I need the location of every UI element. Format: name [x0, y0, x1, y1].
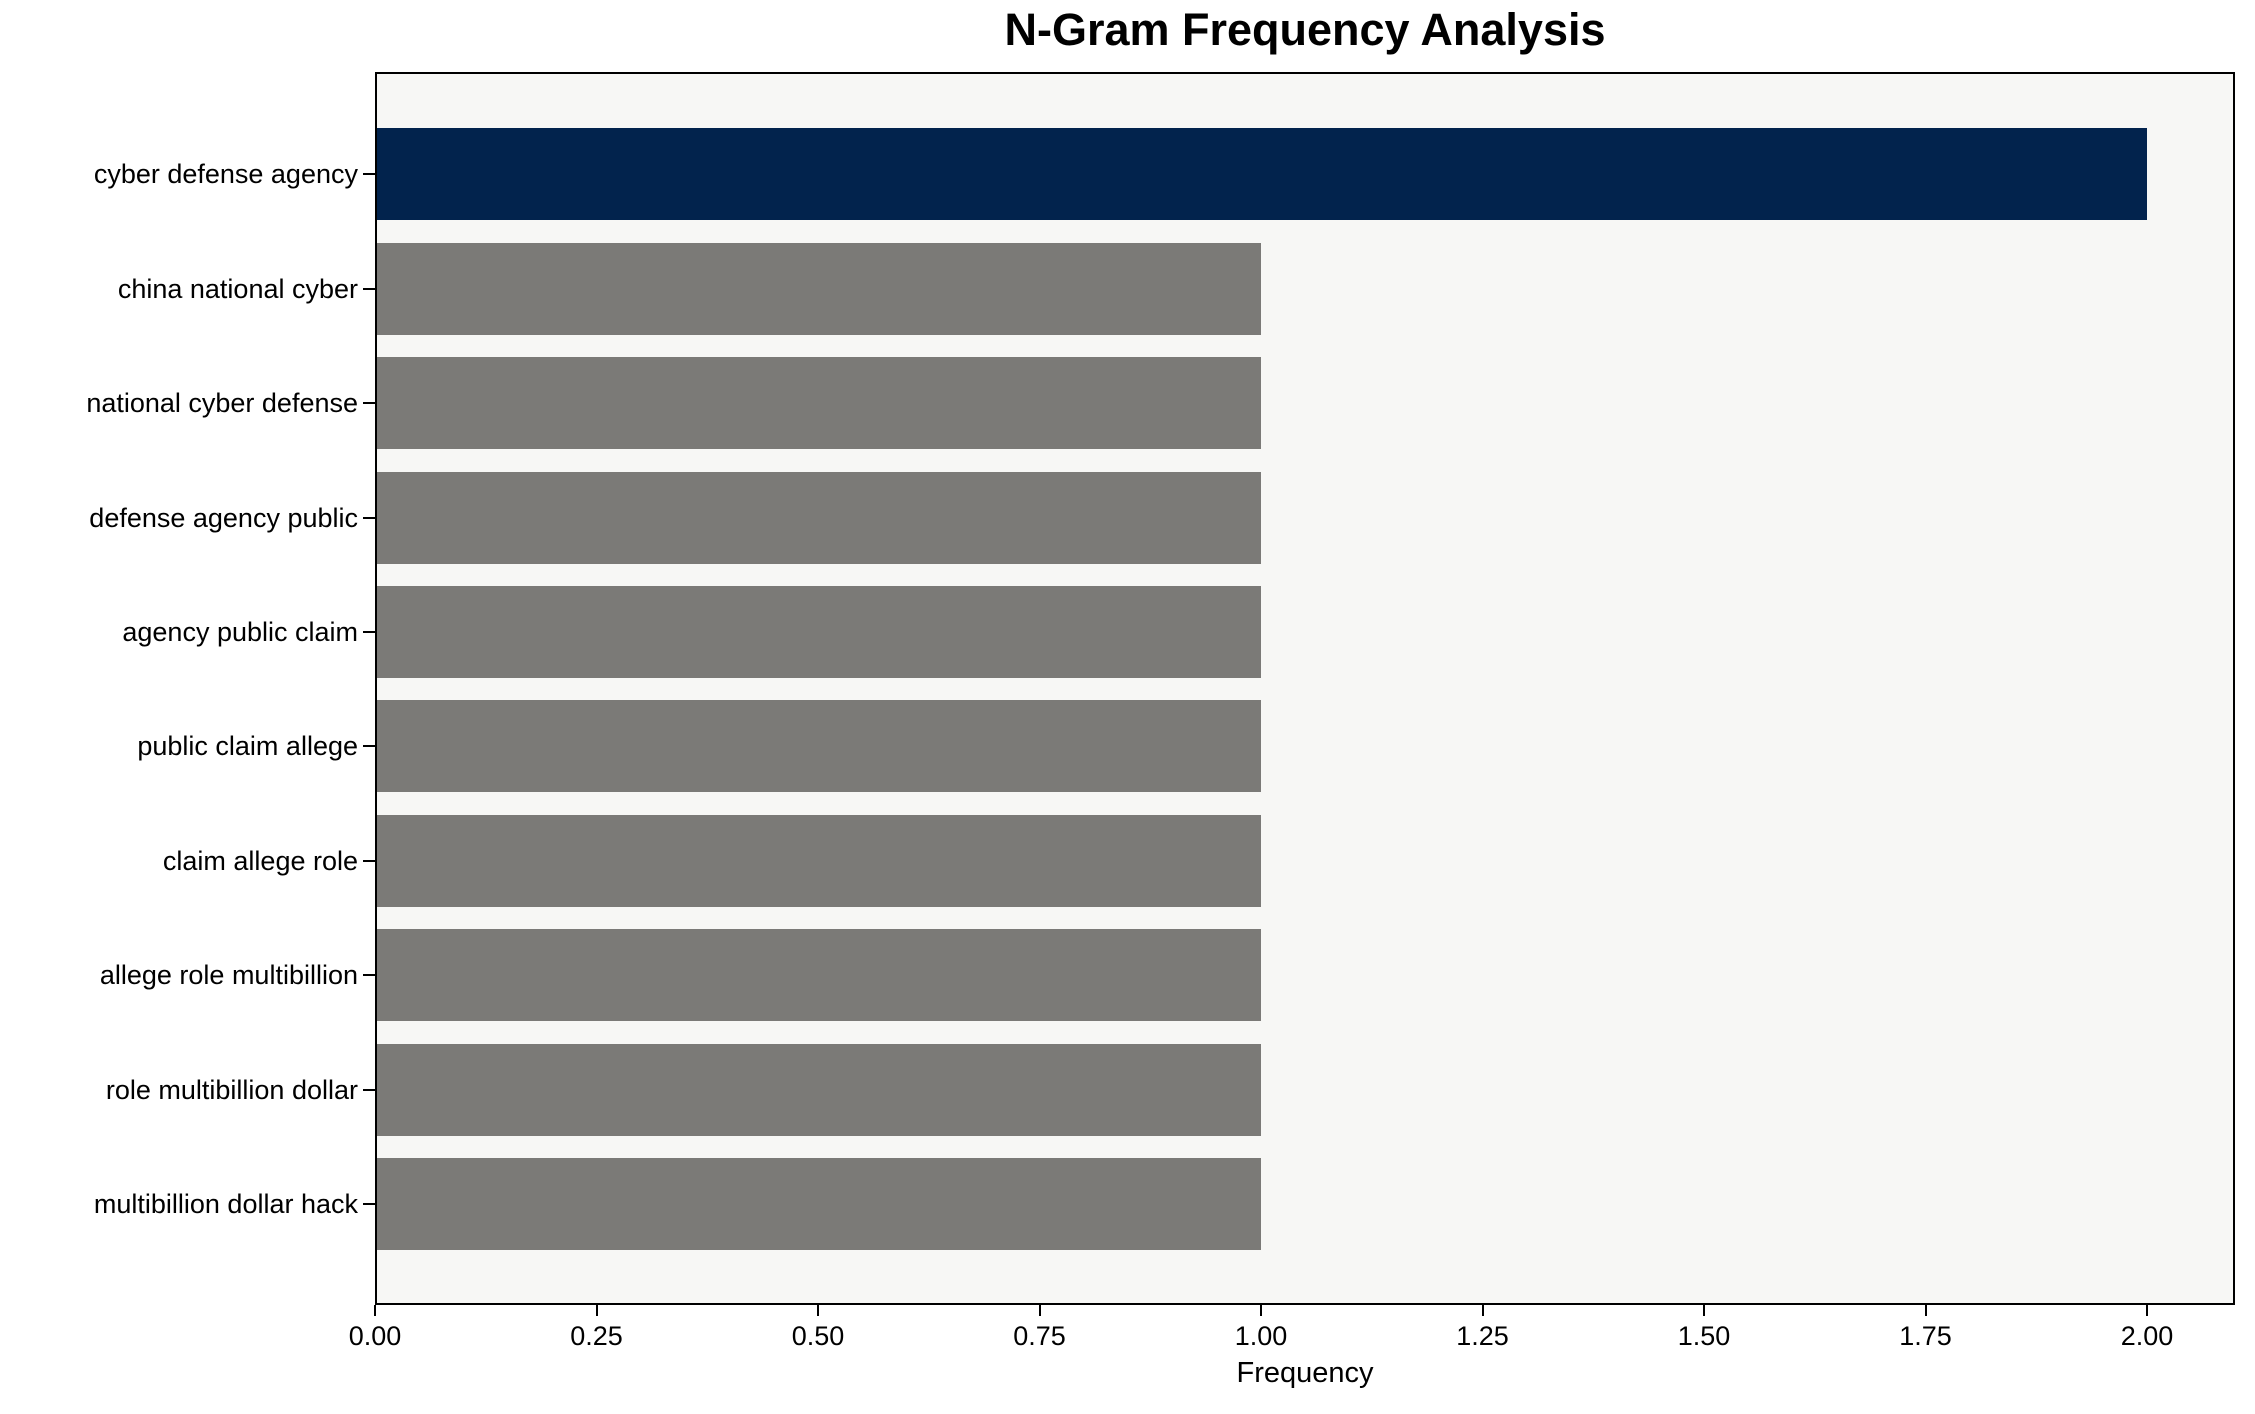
- y-tick-mark: [363, 1202, 375, 1205]
- y-tick-mark: [363, 974, 375, 977]
- bar-cyber-defense-agency: [377, 128, 2147, 221]
- x-tick-mark: [1038, 1305, 1041, 1316]
- plot-area: [375, 72, 2235, 1305]
- bar-role-multibillion-dollar: [377, 1043, 1261, 1136]
- x-tick-mark: [2146, 1305, 2148, 1316]
- bar-china-national-cyber: [377, 242, 1261, 335]
- bar-defense-agency-public: [377, 471, 1261, 564]
- y-tick-mark: [363, 630, 375, 633]
- x-tick-mark: [817, 1305, 819, 1316]
- x-tick-mark: [595, 1305, 598, 1316]
- y-tick-mark: [363, 859, 375, 862]
- y-tick-label: public claim allege: [137, 731, 358, 762]
- x-axis-label: Frequency: [1236, 1357, 1374, 1389]
- x-tick-mark: [374, 1305, 376, 1316]
- bar-agency-public-claim: [377, 585, 1261, 678]
- x-tick-mark: [1703, 1305, 1705, 1316]
- y-tick-label: national cyber defense: [86, 388, 358, 419]
- y-tick-label: china national cyber: [117, 273, 358, 304]
- bar-national-cyber-defense: [377, 357, 1261, 450]
- x-tick-label: 0.75: [1013, 1321, 1066, 1351]
- y-tick-label: defense agency public: [89, 502, 358, 533]
- bar-multibillion-dollar-hack: [377, 1157, 1261, 1250]
- bar-claim-allege-role: [377, 814, 1261, 907]
- x-tick-label: 0.50: [791, 1321, 845, 1351]
- x-tick-mark: [1260, 1305, 1262, 1316]
- x-tick-label: 1.75: [1899, 1321, 1952, 1351]
- x-tick-label: 0.00: [348, 1321, 402, 1351]
- bar-public-claim-allege: [377, 700, 1261, 793]
- y-tick-mark: [363, 402, 375, 405]
- y-tick-label: allege role multibillion: [99, 960, 358, 991]
- y-tick-label: multibillion dollar hack: [93, 1188, 358, 1219]
- y-tick-label: agency public claim: [122, 616, 358, 647]
- x-tick-mark: [1924, 1305, 1927, 1316]
- y-tick-label: role multibillion dollar: [105, 1074, 358, 1105]
- bar-allege-role-multibillion: [377, 929, 1261, 1022]
- x-tick-label: 2.00: [2120, 1321, 2174, 1351]
- y-tick-label: cyber defense agency: [93, 159, 358, 190]
- x-tick-label: 0.25: [570, 1321, 623, 1351]
- y-tick-mark: [363, 745, 375, 748]
- chart-title: N-Gram Frequency Analysis: [1004, 4, 1606, 55]
- y-tick-mark: [363, 287, 375, 290]
- y-tick-label: claim allege role: [162, 845, 358, 876]
- x-tick-label: 1.25: [1456, 1321, 1509, 1351]
- y-tick-mark: [363, 516, 375, 519]
- x-tick-label: 1.00: [1234, 1321, 1288, 1351]
- y-tick-mark: [363, 173, 375, 176]
- x-tick-label: 1.50: [1677, 1321, 1731, 1351]
- x-tick-mark: [1481, 1305, 1484, 1316]
- y-tick-mark: [363, 1088, 375, 1091]
